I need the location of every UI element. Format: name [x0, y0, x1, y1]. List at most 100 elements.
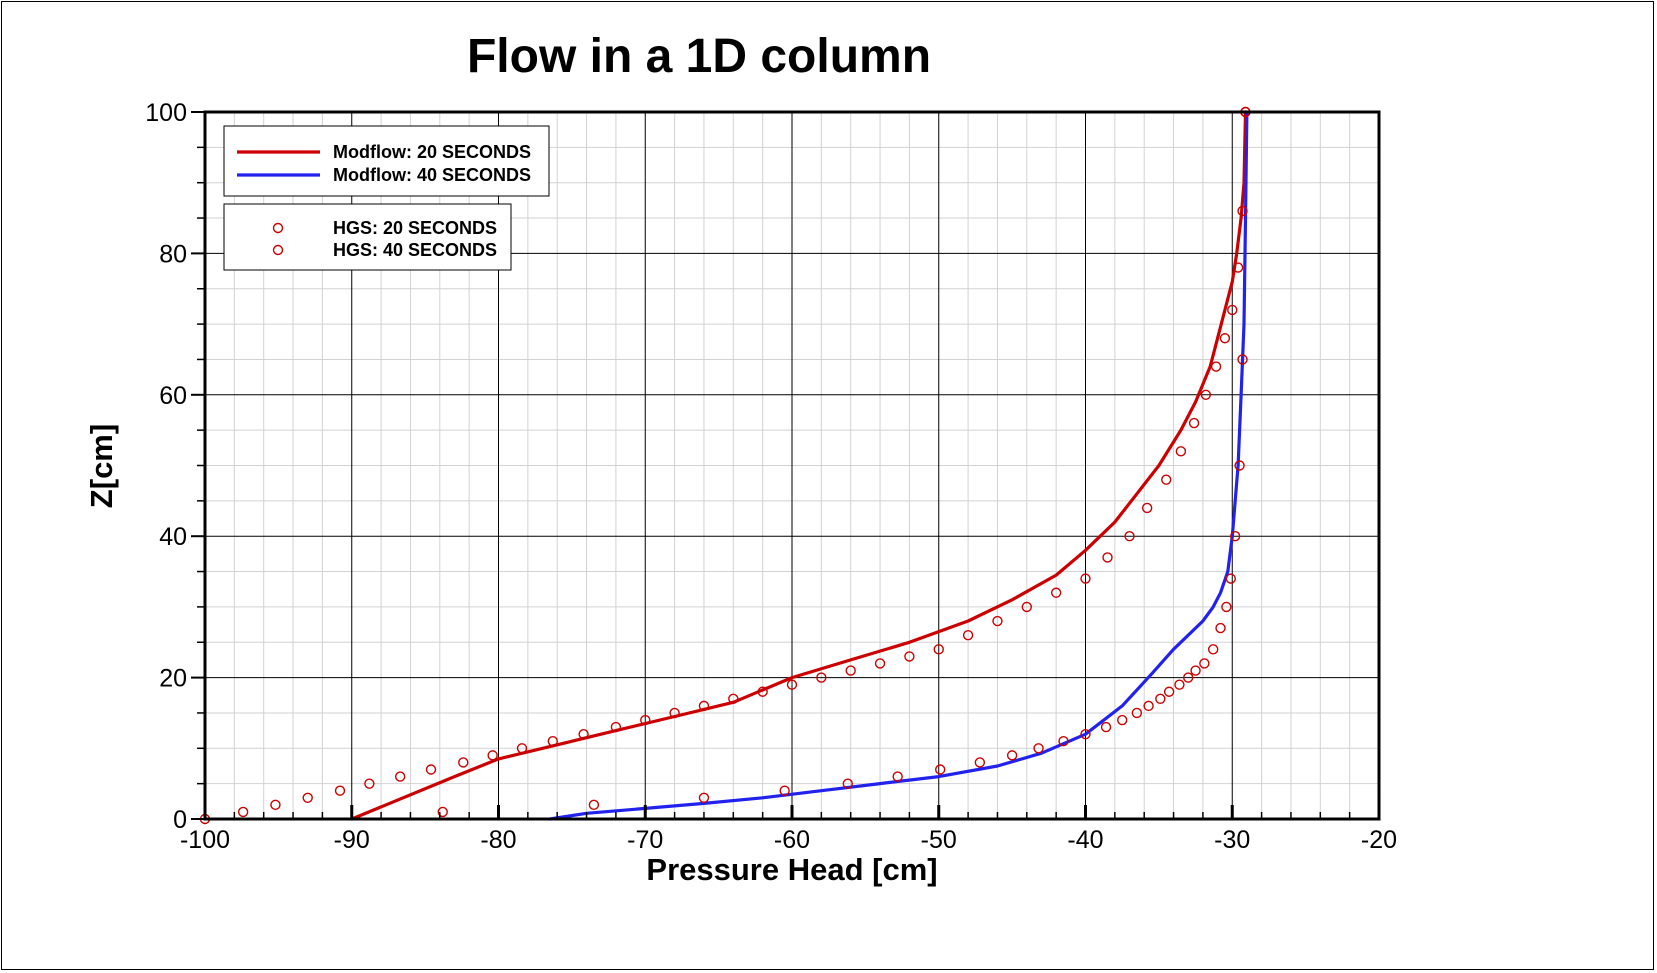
data-point-hgs-20-seconds	[1102, 552, 1113, 563]
data-point-hgs-40-seconds	[935, 764, 946, 775]
data-point-hgs-40-seconds	[1183, 672, 1194, 683]
legend-box-markers	[223, 203, 512, 271]
data-point-hgs-20-seconds	[516, 743, 528, 754]
data-point-hgs-20-seconds	[1050, 587, 1062, 598]
data-point-hgs-20-seconds	[1080, 573, 1091, 584]
data-point-hgs-40-seconds	[892, 771, 903, 782]
data-point-hgs-40-seconds	[1229, 531, 1241, 542]
legend-label-hgs-40-seconds: HGS: 40 SECONDS	[333, 240, 497, 260]
data-point-hgs-40-seconds	[1221, 601, 1232, 613]
x-tick-label: -80	[480, 826, 516, 854]
data-point-hgs-20-seconds	[933, 644, 944, 655]
y-axis-label: Z[cm]	[84, 424, 119, 508]
data-point-hgs-40-seconds	[1033, 743, 1044, 754]
x-tick-label: -70	[627, 826, 663, 854]
chart-title: Flow in a 1D column	[467, 30, 931, 83]
legend: Modflow: 20 SECONDS Modflow: 40 SECONDS HG…	[223, 125, 550, 271]
data-point-hgs-40-seconds	[1234, 460, 1245, 471]
data-point-hgs-20-seconds	[334, 785, 346, 796]
data-point-hgs-20-seconds	[237, 806, 249, 818]
data-point-hgs-40-seconds	[1190, 665, 1201, 676]
legend-label-modflow-20-seconds: Modflow: 20 SECONDS	[333, 142, 531, 162]
data-point-hgs-40-seconds	[1199, 658, 1210, 669]
data-point-hgs-20-seconds	[270, 799, 281, 811]
data-point-hgs-20-seconds	[425, 764, 437, 775]
data-point-hgs-20-seconds	[1161, 474, 1172, 485]
y-tick-label: 40	[159, 523, 187, 551]
data-point-hgs-40-seconds	[1215, 622, 1226, 634]
data-point-hgs-40-seconds	[1155, 693, 1166, 705]
data-point-hgs-20-seconds	[1237, 205, 1248, 217]
data-point-hgs-20-seconds	[962, 629, 974, 641]
data-point-hgs-20-seconds	[640, 714, 651, 726]
data-point-hgs-20-seconds	[547, 736, 558, 747]
data-point-hgs-20-seconds	[1141, 502, 1153, 514]
data-point-hgs-20-seconds	[487, 750, 498, 761]
x-tick-label: -90	[334, 826, 370, 854]
data-point-hgs-20-seconds	[698, 700, 710, 712]
data-point-hgs-20-seconds	[610, 721, 622, 733]
data-point-hgs-40-seconds	[1080, 728, 1091, 740]
data-point-hgs-20-seconds	[1232, 262, 1244, 273]
ticks-layer	[191, 111, 1381, 820]
data-point-hgs-20-seconds	[302, 792, 313, 803]
legend-swatch-hgs-40-seconds	[272, 244, 284, 256]
data-point-hgs-40-seconds	[842, 778, 853, 789]
y-tick-label: 20	[159, 665, 187, 693]
data-point-hgs-40-seconds	[1163, 686, 1175, 697]
series-layer	[199, 106, 1251, 825]
data-point-hgs-40-seconds	[1225, 573, 1236, 584]
legend-box-lines	[223, 125, 550, 197]
y-tick-label: 60	[159, 382, 187, 410]
data-point-hgs-20-seconds	[1175, 446, 1187, 457]
y-tick-label: 80	[159, 240, 187, 268]
data-point-hgs-20-seconds	[394, 771, 406, 782]
x-tick-label: -60	[774, 826, 810, 854]
data-point-hgs-20-seconds	[728, 693, 739, 705]
y-tick-label: 0	[173, 806, 187, 834]
data-point-hgs-20-seconds	[845, 665, 856, 676]
data-point-hgs-20-seconds	[992, 615, 1003, 627]
legend-label-hgs-20-seconds: HGS: 20 SECONDS	[333, 218, 497, 238]
x-axis-label: Pressure Head [cm]	[646, 852, 937, 887]
tick-labels: -100 -90 -80 -70 -60 -50 -40 -30 -20 0 20 40 60 80 100	[145, 99, 1397, 854]
x-tick-label: -100	[180, 826, 230, 854]
data-point-hgs-40-seconds	[437, 806, 448, 818]
data-point-hgs-20-seconds	[874, 658, 886, 669]
data-point-hgs-40-seconds	[1058, 736, 1069, 747]
series-line-modflow-40-seconds	[548, 110, 1249, 821]
data-point-hgs-20-seconds	[786, 679, 798, 690]
x-tick-label: -50	[921, 826, 957, 854]
data-point-hgs-40-seconds	[1006, 750, 1018, 761]
data-point-hgs-20-seconds	[669, 707, 680, 719]
data-point-hgs-20-seconds	[1200, 389, 1212, 400]
x-tick-label: -20	[1361, 826, 1397, 854]
data-point-hgs-20-seconds	[458, 757, 469, 768]
data-point-hgs-40-seconds	[1174, 679, 1185, 690]
data-point-hgs-20-seconds	[1021, 601, 1033, 613]
legend-swatch-hgs-20-seconds	[272, 222, 284, 234]
data-point-hgs-40-seconds	[698, 792, 710, 803]
y-tick-label: 100	[145, 99, 187, 127]
legend-label-modflow-40-seconds: Modflow: 40 SECONDS	[333, 165, 531, 185]
data-point-hgs-20-seconds	[904, 651, 915, 662]
data-point-hgs-20-seconds	[1124, 531, 1135, 542]
data-point-hgs-20-seconds	[816, 672, 827, 683]
data-point-hgs-20-seconds	[1219, 333, 1231, 344]
data-point-hgs-20-seconds	[757, 686, 768, 697]
data-point-hgs-40-seconds	[1131, 707, 1143, 719]
data-point-hgs-40-seconds	[1207, 644, 1219, 655]
data-point-hgs-40-seconds	[974, 757, 986, 768]
data-point-hgs-40-seconds	[1143, 700, 1154, 712]
data-point-hgs-20-seconds	[578, 728, 589, 740]
data-point-hgs-40-seconds	[1237, 354, 1248, 365]
data-point-hgs-20-seconds	[1210, 361, 1222, 372]
data-point-hgs-40-seconds	[779, 785, 790, 796]
x-tick-label: -30	[1214, 826, 1250, 854]
x-tick-label: -40	[1067, 826, 1103, 854]
data-point-hgs-20-seconds	[1227, 304, 1238, 316]
data-point-hgs-40-seconds	[1100, 721, 1112, 733]
data-point-hgs-40-seconds	[588, 799, 600, 811]
